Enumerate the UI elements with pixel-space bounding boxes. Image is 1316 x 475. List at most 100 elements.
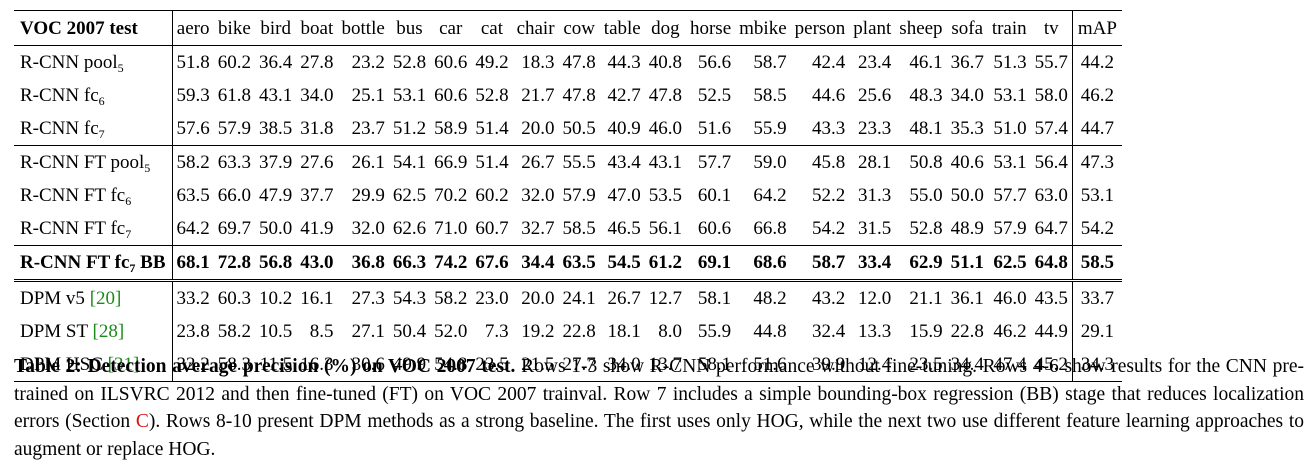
- caption-text-2: ). Rows 8-10 present DPM methods as a st…: [14, 411, 1304, 460]
- table-row: R-CNN fc6 59.3 61.8 43.1 34.0 25.1 53.1 60.6 52.…: [14, 79, 1122, 112]
- ap-value-sofa: 22.8: [950, 321, 984, 342]
- ap-value-tv: 64.8: [1030, 245, 1073, 281]
- table-caption: Table 2: Detection average precision (%)…: [14, 353, 1304, 463]
- ap-value-bird: 38.5: [259, 118, 293, 139]
- ap-value-bird: 50.0: [259, 218, 293, 239]
- citation-link[interactable]: [20]: [89, 288, 122, 309]
- table-row: R-CNN FT fc7 64.2 69.7 50.0 41.9 32.0 62.6 71.0…: [14, 212, 1122, 246]
- ap-value-plant: 23.3: [858, 118, 892, 139]
- ap-value-table: 26.7: [599, 279, 645, 315]
- ap-value-bus: 66.3: [388, 245, 431, 281]
- ap-value-boat: 16.1: [296, 279, 338, 315]
- ap-value-person: 54.2: [812, 218, 846, 239]
- ap-value-tv: 64.7: [1034, 218, 1068, 239]
- ap-value-dog: 40.8: [648, 52, 682, 73]
- ap-value-aero: 63.5: [176, 185, 210, 206]
- ap-value-sheep: 50.8: [895, 145, 947, 179]
- method-name-text: R-CNN FT fc: [20, 252, 130, 273]
- ap-value-train: 57.9: [993, 218, 1027, 239]
- ap-value-horse: 60.1: [697, 185, 732, 206]
- column-header-cat: cat: [471, 10, 513, 46]
- ap-value-train: 51.0: [993, 118, 1027, 139]
- ap-value-bike: 60.2: [217, 52, 252, 73]
- method-name: DPM v5 [20]: [14, 279, 173, 315]
- method-name-text: R-CNN pool: [20, 52, 118, 73]
- ap-value-bottle: 32.0: [351, 218, 385, 239]
- ap-value-train: 57.7: [993, 185, 1027, 206]
- ap-value-train: 46.2: [993, 321, 1027, 342]
- ap-value-bike: 72.8: [213, 245, 256, 281]
- ap-value-aero: 58.2: [172, 145, 214, 179]
- ap-value-train: 53.1: [987, 145, 1031, 179]
- ap-value-bottle: 36.8: [337, 245, 389, 281]
- section-reference-link[interactable]: C: [135, 411, 149, 432]
- table-row: R-CNN fc7 57.6 57.9 38.5 31.8 23.7 51.2 58.9 51.…: [14, 112, 1122, 146]
- ap-value-bike: 60.3: [213, 279, 256, 315]
- ap-value-car: 70.2: [434, 185, 468, 206]
- ap-value-train: 62.5: [987, 245, 1031, 281]
- ap-value-chair: 26.7: [512, 145, 559, 179]
- ap-value-bus: 54.1: [388, 145, 431, 179]
- method-name-text: DPM v5: [20, 288, 90, 309]
- ap-value-bottle: 26.1: [337, 145, 389, 179]
- ap-value-cow: 27.7: [558, 348, 600, 382]
- ap-value-horse: 58.1: [685, 279, 736, 315]
- ap-value-cow: 63.5: [558, 245, 600, 281]
- map-value: 53.1: [1071, 179, 1122, 212]
- citation-link[interactable]: [28]: [92, 321, 125, 342]
- ap-value-plant: 31.5: [858, 218, 892, 239]
- ap-value-dog: 61.2: [644, 245, 686, 281]
- column-header-dog: dog: [644, 10, 686, 46]
- ap-value-person: 43.2: [790, 279, 850, 315]
- method-name: R-CNN pool5: [14, 45, 173, 79]
- layer-subscript: 5: [117, 61, 124, 75]
- map-value: 46.2: [1071, 79, 1122, 112]
- ap-value-bird: 36.4: [259, 52, 293, 73]
- ap-value-train: 47.4: [987, 348, 1031, 382]
- ap-value-horse: 51.6: [697, 118, 732, 139]
- ap-value-sheep: 15.9: [909, 321, 943, 342]
- ap-value-chair: 32.7: [521, 218, 555, 239]
- ap-value-dog: 12.7: [644, 279, 686, 315]
- ap-value-dog: 46.0: [648, 118, 682, 139]
- method-name: R-CNN fc6: [14, 79, 173, 112]
- ap-value-plant: 33.4: [849, 245, 896, 281]
- ap-value-bike: 69.7: [217, 218, 252, 239]
- ap-value-horse: 52.5: [697, 85, 732, 106]
- column-header-boat: boat: [296, 10, 338, 46]
- layer-subscript: 7: [125, 227, 132, 241]
- method-name: DPM ST [28]: [14, 315, 173, 348]
- table-row: DPM HSC [31] 32.2 58.3 11.5 16.3 30.6 49.9 54.8…: [14, 348, 1122, 382]
- ap-value-chair: 19.2: [521, 321, 555, 342]
- ap-value-sheep: 52.8: [909, 218, 943, 239]
- ap-value-horse: 56.6: [697, 52, 732, 73]
- column-header-bird: bird: [255, 10, 297, 46]
- column-header-bottle: bottle: [337, 10, 389, 46]
- ap-value-sheep: 48.1: [909, 118, 943, 139]
- citation-link[interactable]: [31]: [107, 354, 140, 375]
- ap-value-table: 54.5: [599, 245, 645, 281]
- ap-value-cow: 58.5: [562, 218, 596, 239]
- ap-value-table: 34.0: [599, 348, 645, 382]
- ap-value-tv: 58.0: [1034, 85, 1068, 106]
- ap-value-bus: 50.4: [392, 321, 427, 342]
- ap-value-cat: 23.5: [471, 348, 513, 382]
- ap-value-mbike: 64.2: [753, 185, 787, 206]
- ap-value-aero: 51.8: [176, 52, 210, 73]
- ap-value-cow: 47.8: [562, 52, 596, 73]
- table-header-row: VOC 2007 test aero bike bird boat bottle bus c…: [14, 10, 1122, 46]
- ap-value-car: 66.9: [430, 145, 472, 179]
- ap-value-chair: 21.5: [512, 348, 559, 382]
- column-header-car: car: [430, 10, 472, 46]
- ap-value-bike: 58.2: [217, 321, 252, 342]
- table-row: DPM v5 [20] 33.2 60.3 10.2 16.1 27.3 54.3 58.2 2…: [14, 279, 1122, 315]
- ap-value-cat: 49.2: [475, 52, 509, 73]
- ap-value-bike: 66.0: [217, 185, 252, 206]
- ap-value-dog: 53.5: [648, 185, 682, 206]
- ap-value-table: 18.1: [607, 321, 641, 342]
- layer-subscript: 7: [98, 127, 105, 141]
- ap-value-person: 32.4: [812, 321, 846, 342]
- ap-value-cat: 67.6: [471, 245, 513, 281]
- ap-value-sofa: 36.7: [950, 52, 984, 73]
